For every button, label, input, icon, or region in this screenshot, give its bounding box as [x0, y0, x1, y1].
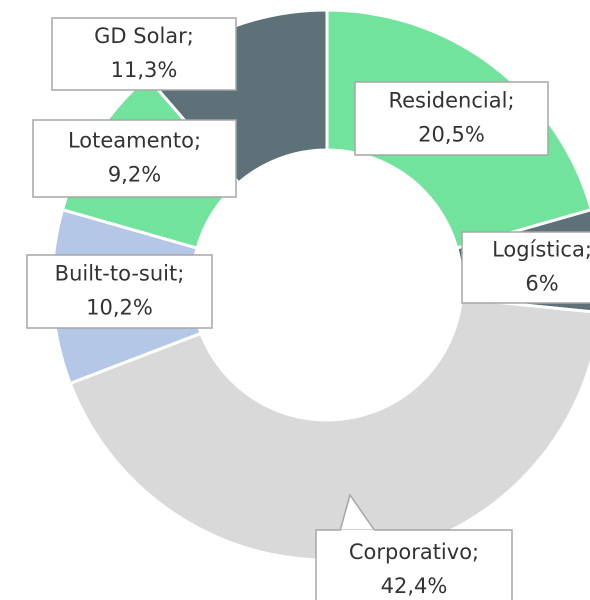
data-label: Residencial;	[388, 89, 514, 113]
data-label: GD Solar;	[94, 24, 194, 48]
label-box	[461, 231, 590, 304]
label-box	[51, 17, 237, 91]
data-label: 9,2%	[108, 163, 161, 187]
data-label: Loteamento;	[68, 129, 201, 153]
donut-slice	[68, 296, 590, 562]
data-label: Logística;	[492, 238, 590, 262]
label-box	[354, 81, 549, 156]
label-box	[32, 119, 237, 198]
data-label: Corporativo;	[349, 540, 479, 564]
data-label: 10,2%	[86, 296, 153, 320]
data-label: 42,4%	[381, 574, 448, 598]
label-box	[315, 529, 513, 600]
label-box	[26, 254, 213, 329]
data-label: 11,3%	[111, 58, 178, 82]
data-label: Built-to-suit;	[55, 262, 185, 286]
data-label: 6%	[525, 272, 558, 296]
data-label: 20,5%	[418, 123, 485, 147]
